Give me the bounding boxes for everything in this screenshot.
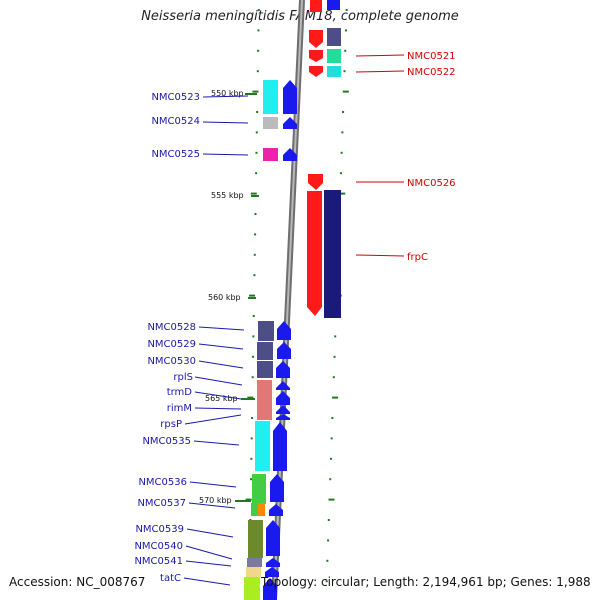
accession-text: Accession: NC_008767 [9, 575, 146, 589]
left-leaders [183, 95, 249, 586]
gene-arrow-nmc0535 [273, 422, 287, 471]
gene-label-nmc0521: NMC0521 [407, 51, 456, 62]
gene-bar-nmc0528 [258, 321, 274, 341]
gene-bar-nmc0541 [246, 567, 261, 577]
gene-label-nmc0526: NMC0526 [407, 178, 456, 189]
gene-arrow-nmc0541 [265, 567, 279, 577]
gene-arrow-trmd [276, 391, 290, 405]
right-gene-labels: NMC0521 NMC0522 NMC0526 frpC [407, 51, 456, 263]
scale-label-555: 555 kbp [211, 191, 244, 200]
gene-bar-nmc0521 [327, 49, 341, 63]
gene-arrow-nmc0529 [277, 342, 291, 359]
gene-label-nmc0541: NMC0541 [134, 556, 183, 567]
gene-bar-nmc0524 [263, 117, 278, 129]
gene-arrow-nmc0540 [266, 558, 280, 567]
scale-labels: 550 kbp 555 kbp 560 kbp 565 kbp 570 kbp [199, 89, 259, 505]
gene-bar [327, 28, 341, 46]
gene-label-frpc: frpC [407, 252, 428, 263]
gene-label-nmc0539: NMC0539 [135, 524, 184, 535]
gene-arrow-nmc0525 [283, 148, 297, 161]
scale-label-550: 550 kbp [211, 89, 244, 98]
gene-label-nmc0536: NMC0536 [138, 477, 187, 488]
left-features [244, 80, 297, 600]
gene-label-nmc0535: NMC0535 [142, 436, 191, 447]
gene-label-nmc0537: NMC0537 [137, 498, 186, 509]
right-leaders [355, 54, 405, 257]
gene-label-nmc0525: NMC0525 [151, 149, 200, 160]
gene-bar-nmc0539 [248, 520, 263, 558]
gene-label-rpls: rplS [173, 372, 193, 383]
gene-bar [327, 0, 340, 10]
gene-arrow-nmc0521a [309, 30, 323, 48]
scale-label-570: 570 kbp [199, 496, 232, 505]
gene-arrow-nmc0539 [266, 520, 280, 556]
gene-bar-nmc0530 [257, 361, 273, 378]
gene-arrow-nmc0536 [270, 474, 284, 502]
gene-label-rpsp: rpsP [160, 419, 182, 430]
gene-label-nmc0522: NMC0522 [407, 67, 456, 78]
gene-bar-tatc [244, 577, 260, 600]
gene-arrow-nmc0522 [309, 66, 323, 77]
gene-bar-rpls [257, 380, 272, 420]
right-features [307, 0, 341, 318]
gene-bar-nmc0540 [247, 558, 262, 567]
gene-arrow-rpls [276, 381, 290, 390]
gene-label-nmc0529: NMC0529 [147, 339, 196, 350]
gene-label-nmc0530: NMC0530 [147, 356, 196, 367]
scale-label-560: 560 kbp [208, 293, 241, 302]
gene-label-trmd: trmD [167, 387, 193, 398]
gene-arrow-nmc0526 [308, 174, 323, 190]
gene-arrow-nmc0521b [309, 50, 323, 62]
gene-arrow-nmc0537 [269, 504, 283, 516]
gene-bar-nmc0535 [255, 421, 270, 471]
gene-arrow-rimm [276, 405, 290, 414]
left-tick-track [245, 9, 260, 583]
gene-bar-nmc0522 [327, 66, 341, 77]
gene-arrow-rpsp [276, 414, 290, 420]
gene-bar-nmc0525 [263, 148, 278, 161]
gene-arrow-nmc0528 [277, 321, 291, 340]
gene-bar-nmc0529 [257, 342, 273, 360]
gene-label-nmc0524: NMC0524 [151, 116, 200, 127]
gene-label-nmc0528: NMC0528 [147, 322, 196, 333]
gene-bar-nmc0523 [263, 80, 278, 114]
gene-arrow-frpc [307, 191, 322, 316]
gene-bar-frpc [324, 190, 341, 318]
left-gene-labels: NMC0523 NMC0524 NMC0525 NMC0528 NMC0529 … [134, 92, 200, 584]
gene-label-tatc: tatC [160, 573, 181, 584]
gene-bar [310, 0, 322, 12]
gene-arrow-nmc0523 [283, 80, 297, 114]
gene-bar-nmc0537b [258, 503, 265, 516]
gene-label-nmc0523: NMC0523 [151, 92, 200, 103]
gene-arrow-nmc0524 [283, 117, 297, 129]
gene-arrow-tatc [263, 578, 277, 600]
gene-bar-nmc0537 [251, 503, 258, 516]
gene-label-nmc0540: NMC0540 [134, 541, 183, 552]
gene-label-rimm: rimM [167, 403, 192, 414]
genome-summary: Topology: circular; Length: 2,194,961 bp… [261, 575, 591, 589]
gene-bar-nmc0536 [252, 474, 266, 504]
scale-label-565: 565 kbp [205, 394, 238, 403]
gene-arrow-nmc0530 [276, 361, 290, 378]
